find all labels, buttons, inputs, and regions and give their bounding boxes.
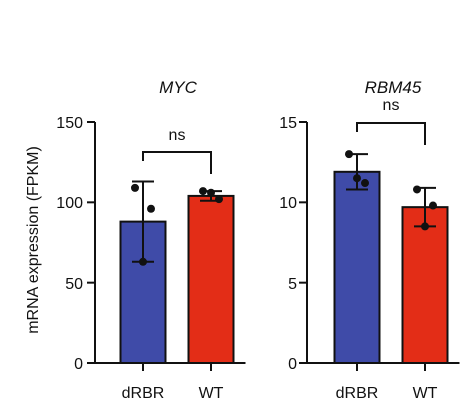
significance-label: ns xyxy=(383,97,400,114)
bar-wt xyxy=(401,206,449,364)
data-point xyxy=(215,195,223,204)
y-tick-label: 15 xyxy=(279,115,297,132)
x-tick-label: dRBR xyxy=(122,385,165,402)
data-point xyxy=(353,174,361,183)
data-point xyxy=(131,183,139,192)
y-tick-label: 150 xyxy=(56,115,83,132)
data-point xyxy=(147,204,155,213)
significance-label: ns xyxy=(169,127,186,144)
chart-panel-myc: MYC ns dRBR WT 0 50 100 150 xyxy=(56,78,246,402)
y-axis-label: mRNA expression (FPKM) xyxy=(25,146,42,334)
y-tick-label: 5 xyxy=(288,276,297,293)
chart-panel-rbm45: RBM45 ns dRBR WT 0 5 10 15 xyxy=(279,78,460,402)
y-tick-label: 10 xyxy=(279,195,297,212)
y-tick-label: 0 xyxy=(288,356,297,373)
x-tick-label: WT xyxy=(199,385,224,402)
significance-bracket xyxy=(142,151,212,174)
data-point xyxy=(429,201,437,210)
y-tick-label: 0 xyxy=(74,356,83,373)
bar-drbr xyxy=(333,170,381,364)
data-point xyxy=(361,179,369,188)
data-point xyxy=(199,187,207,196)
y-tick-label: 100 xyxy=(56,195,83,212)
x-tick-label: dRBR xyxy=(336,385,379,402)
significance-bracket xyxy=(356,122,426,145)
data-point xyxy=(413,185,421,194)
y-tick-label: 50 xyxy=(65,276,83,293)
data-point xyxy=(421,222,429,231)
data-point xyxy=(139,257,147,266)
chart-title: MYC xyxy=(159,78,198,97)
chart-title: RBM45 xyxy=(365,78,422,97)
data-point xyxy=(345,150,353,159)
data-point xyxy=(207,188,215,197)
x-tick-label: WT xyxy=(413,385,438,402)
bar-wt xyxy=(187,194,235,364)
